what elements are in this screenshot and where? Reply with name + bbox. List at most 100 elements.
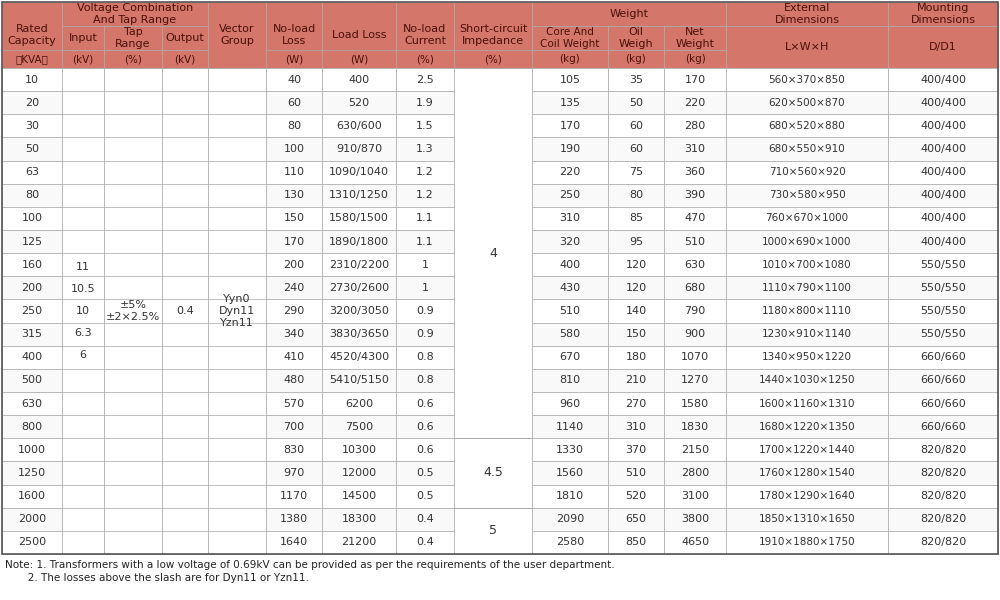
Text: 170: 170 [684, 74, 706, 85]
Bar [532, 253, 608, 276]
Bar [664, 253, 726, 276]
Text: 160: 160 [22, 260, 42, 270]
Bar [888, 415, 998, 438]
Text: 3800: 3800 [681, 514, 709, 524]
Bar [888, 346, 998, 369]
Text: 630: 630 [684, 260, 706, 270]
Text: Rated
Capacity: Rated Capacity [8, 24, 56, 46]
Text: 30: 30 [25, 121, 39, 131]
Bar [266, 114, 322, 137]
Bar [664, 346, 726, 369]
Text: (W): (W) [285, 54, 303, 64]
Bar [608, 392, 664, 415]
Text: 190: 190 [559, 144, 581, 154]
Bar [608, 230, 664, 253]
Text: 340: 340 [283, 329, 305, 339]
Bar [2, 68, 62, 91]
Bar [888, 137, 998, 161]
Text: 130: 130 [284, 190, 304, 200]
Bar [322, 2, 396, 68]
Text: No-load
Loss: No-load Loss [272, 24, 316, 46]
Text: 1440×1030×1250: 1440×1030×1250 [759, 376, 855, 385]
Bar [62, 68, 104, 554]
Bar [608, 485, 664, 508]
Text: 310: 310 [684, 144, 706, 154]
Bar [888, 508, 998, 531]
Text: (kg): (kg) [560, 54, 580, 64]
Bar [532, 50, 608, 68]
Bar [396, 184, 454, 207]
Text: 400/400: 400/400 [920, 74, 966, 85]
Bar [726, 392, 888, 415]
Text: 430: 430 [559, 283, 581, 293]
Text: 3830/3650: 3830/3650 [329, 329, 389, 339]
Text: 1380: 1380 [280, 514, 308, 524]
Text: (kg): (kg) [685, 54, 705, 64]
Bar [608, 346, 664, 369]
Bar [266, 230, 322, 253]
Text: 1270: 1270 [681, 376, 709, 385]
Bar [62, 26, 104, 50]
Text: 550/550: 550/550 [920, 306, 966, 316]
Bar [396, 461, 454, 485]
Text: 1910×1880×1750: 1910×1880×1750 [759, 538, 855, 547]
Text: Output: Output [166, 33, 204, 43]
Bar [396, 299, 454, 323]
Text: 100: 100 [22, 214, 42, 223]
Bar [608, 114, 664, 137]
Text: 0.6: 0.6 [416, 398, 434, 409]
Bar [396, 114, 454, 137]
Text: 220: 220 [684, 98, 706, 108]
Bar [608, 461, 664, 485]
Bar [664, 531, 726, 554]
Bar [322, 299, 396, 323]
Bar [888, 68, 998, 91]
Text: 4.5: 4.5 [483, 467, 503, 479]
Bar [888, 323, 998, 346]
Bar [726, 299, 888, 323]
Text: 400/400: 400/400 [920, 190, 966, 200]
Text: (kg): (kg) [626, 54, 646, 64]
Bar [266, 346, 322, 369]
Text: 1700×1220×1440: 1700×1220×1440 [759, 445, 855, 455]
Text: 35: 35 [629, 74, 643, 85]
Text: 10: 10 [25, 74, 39, 85]
Bar [2, 276, 62, 299]
Bar [2, 461, 62, 485]
Text: Mounting
Dimensions: Mounting Dimensions [910, 3, 976, 25]
Bar [888, 531, 998, 554]
Text: 680×550×910: 680×550×910 [769, 144, 845, 154]
Text: 12000: 12000 [341, 468, 377, 478]
Text: 0.6: 0.6 [416, 445, 434, 455]
Text: (%): (%) [124, 54, 142, 64]
Text: 10.5: 10.5 [71, 284, 95, 294]
Text: 400: 400 [21, 352, 43, 362]
Text: 1780×1290×1640: 1780×1290×1640 [759, 491, 855, 501]
Text: 660/660: 660/660 [920, 398, 966, 409]
Bar [322, 253, 396, 276]
Text: 0.9: 0.9 [416, 306, 434, 316]
Bar [396, 415, 454, 438]
Bar [322, 485, 396, 508]
Text: Oil
Weigh: Oil Weigh [619, 27, 653, 49]
Text: 60: 60 [629, 121, 643, 131]
Text: 910/870: 910/870 [336, 144, 382, 154]
Bar [266, 68, 322, 91]
Bar [726, 415, 888, 438]
Text: 18300: 18300 [341, 514, 377, 524]
Bar [664, 230, 726, 253]
Bar [322, 230, 396, 253]
Text: 220: 220 [559, 167, 581, 177]
Bar [608, 415, 664, 438]
Bar [266, 161, 322, 184]
Text: 50: 50 [629, 98, 643, 108]
Bar [396, 438, 454, 461]
Bar [266, 485, 322, 508]
Text: 790: 790 [684, 306, 706, 316]
Bar [888, 485, 998, 508]
Bar [104, 68, 162, 554]
Text: 200: 200 [283, 260, 305, 270]
Bar [608, 207, 664, 230]
Bar [608, 299, 664, 323]
Text: 75: 75 [629, 167, 643, 177]
